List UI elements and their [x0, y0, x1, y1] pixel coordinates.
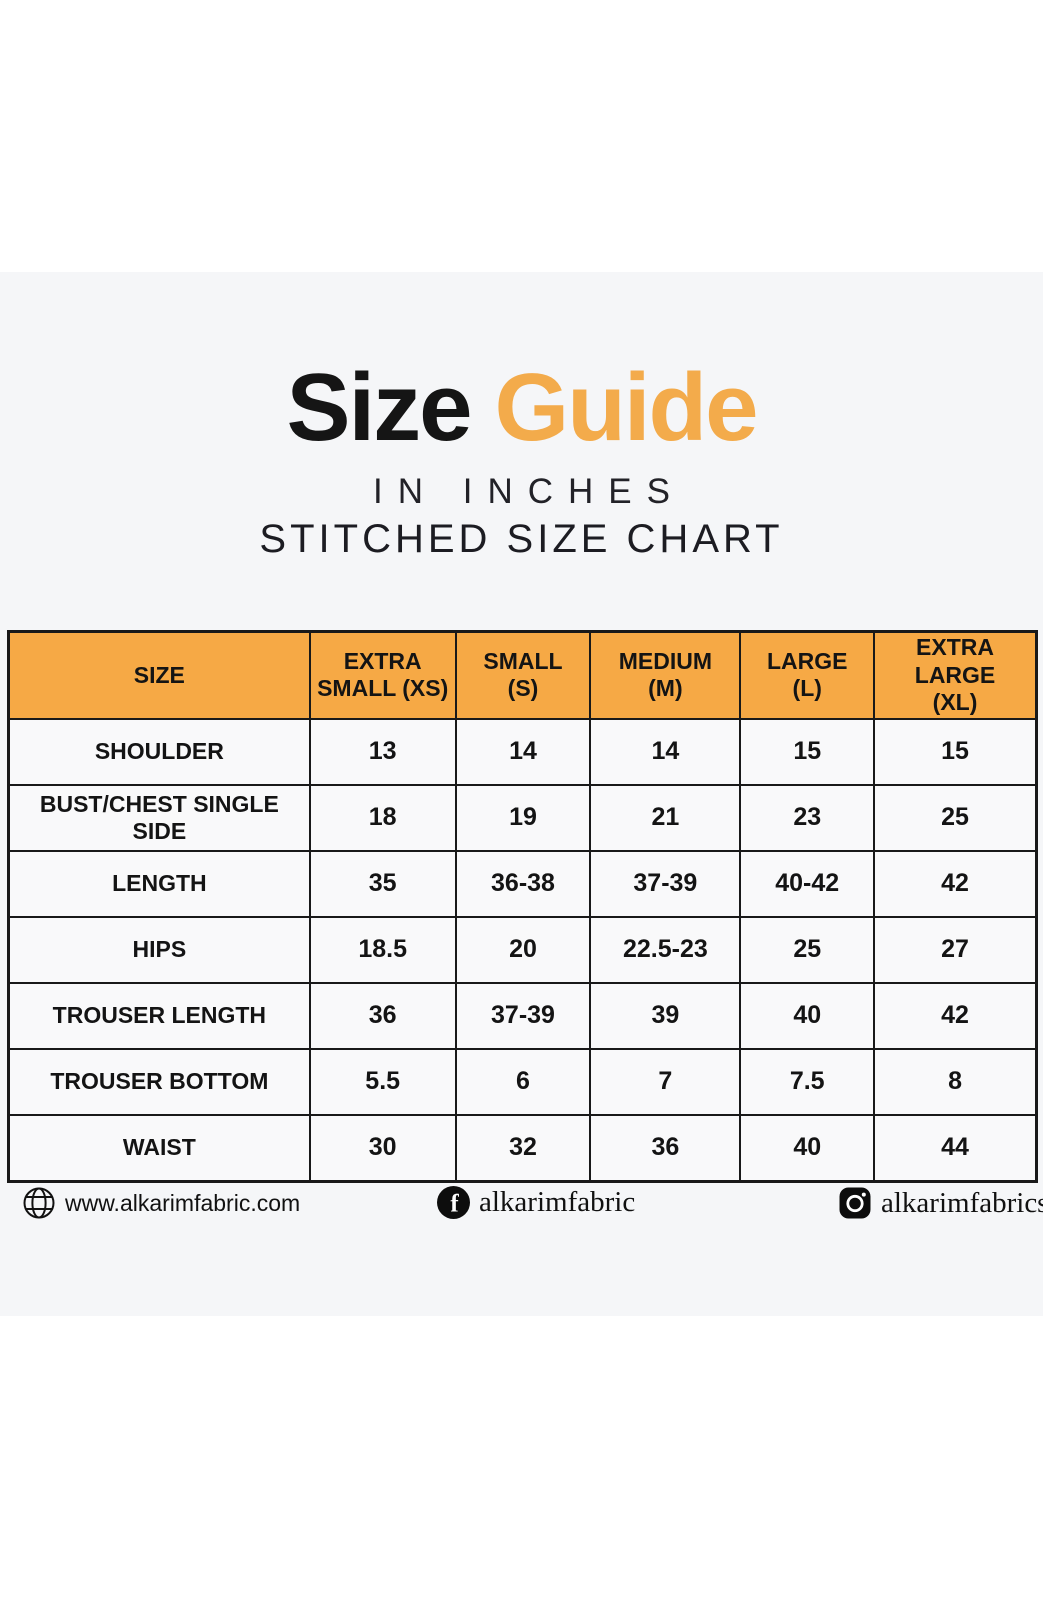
cell-value: 36	[589, 1113, 742, 1183]
facebook-handle: alkarimfabric	[479, 1186, 636, 1218]
cell-value: 25	[873, 783, 1038, 852]
column-header-size: SIZE	[7, 630, 311, 720]
table-row-waist: WAIST 30 32 36 40 44	[7, 1113, 1038, 1183]
page-title: Size Guide	[0, 360, 1043, 456]
cell-value: 40	[739, 981, 876, 1050]
column-header-small: SMALL (S)	[454, 630, 592, 720]
cell-value: 40	[739, 1113, 876, 1183]
cell-value: 23	[739, 783, 876, 852]
row-label: SHOULDER	[7, 717, 311, 786]
column-header-medium: MEDIUM (M)	[589, 630, 742, 720]
cell-value: 35	[308, 849, 457, 918]
column-header-extra-large: EXTRA LARGE (XL)	[873, 630, 1038, 720]
cell-value: 40-42	[739, 849, 876, 918]
globe-icon	[22, 1186, 56, 1220]
cell-value: 22.5-23	[589, 915, 742, 984]
cell-value: 14	[589, 717, 742, 786]
table-row-bust-chest: BUST/CHEST SINGLE SIDE 18 19 21 23 25	[7, 783, 1038, 852]
cell-value: 30	[308, 1113, 457, 1183]
row-label: LENGTH	[7, 849, 311, 918]
row-label: TROUSER BOTTOM	[7, 1047, 311, 1116]
instagram-icon	[838, 1186, 872, 1220]
size-chart-table: SIZE EXTRA SMALL (XS) SMALL (S) MEDIUM (…	[7, 630, 1038, 1183]
table-row-hips: HIPS 18.5 20 22.5-23 25 27	[7, 915, 1038, 984]
table-row-length: LENGTH 35 36-38 37-39 40-42 42	[7, 849, 1038, 918]
row-label: WAIST	[7, 1113, 311, 1183]
footer-instagram: alkarimfabrics	[838, 1186, 1043, 1220]
cell-value: 27	[873, 915, 1038, 984]
cell-value: 42	[873, 981, 1038, 1050]
cell-value: 42	[873, 849, 1038, 918]
facebook-icon: f	[437, 1186, 470, 1219]
cell-value: 37-39	[454, 981, 592, 1050]
title-word-size: Size	[286, 354, 472, 461]
cell-value: 18	[308, 783, 457, 852]
cell-value: 8	[873, 1047, 1038, 1116]
cell-value: 6	[454, 1047, 592, 1116]
website-url: www.alkarimfabric.com	[65, 1189, 301, 1216]
cell-value: 32	[454, 1113, 592, 1183]
cell-value: 36	[308, 981, 457, 1050]
footer-facebook: f alkarimfabric	[437, 1186, 635, 1219]
row-label: HIPS	[7, 915, 311, 984]
svg-text:f: f	[450, 1191, 459, 1218]
subtitle-in-inches: IN INCHES	[373, 472, 685, 511]
cell-value: 20	[454, 915, 592, 984]
table-row-trouser-length: TROUSER LENGTH 36 37-39 39 40 42	[7, 981, 1038, 1050]
cell-value: 36-38	[454, 849, 592, 918]
cell-value: 37-39	[589, 849, 742, 918]
cell-value: 18.5	[308, 915, 457, 984]
cell-value: 19	[454, 783, 592, 852]
cell-value: 7.5	[739, 1047, 876, 1116]
table-header-row: SIZE EXTRA SMALL (XS) SMALL (S) MEDIUM (…	[7, 630, 1038, 720]
cell-value: 5.5	[308, 1047, 457, 1116]
table-row-trouser-bottom: TROUSER BOTTOM 5.5 6 7 7.5 8	[7, 1047, 1038, 1116]
row-label: TROUSER LENGTH	[7, 981, 311, 1050]
cell-value: 7	[589, 1047, 742, 1116]
cell-value: 39	[589, 981, 742, 1050]
cell-value: 15	[739, 717, 876, 786]
cell-value: 25	[739, 915, 876, 984]
instagram-handle: alkarimfabrics	[881, 1186, 1043, 1219]
cell-value: 44	[873, 1113, 1038, 1183]
column-header-large: LARGE (L)	[739, 630, 876, 720]
cell-value: 14	[454, 717, 592, 786]
column-header-extra-small: EXTRA SMALL (XS)	[308, 630, 457, 720]
row-label: BUST/CHEST SINGLE SIDE	[7, 783, 311, 852]
subtitle-stitched-size-chart: STITCHED SIZE CHART	[259, 517, 784, 561]
table-row-shoulder: SHOULDER 13 14 14 15 15	[7, 717, 1038, 786]
cell-value: 15	[873, 717, 1038, 786]
title-word-guide: Guide	[494, 354, 759, 461]
cell-value: 21	[589, 783, 742, 852]
footer-website: www.alkarimfabric.com	[22, 1186, 300, 1220]
cell-value: 13	[308, 717, 457, 786]
